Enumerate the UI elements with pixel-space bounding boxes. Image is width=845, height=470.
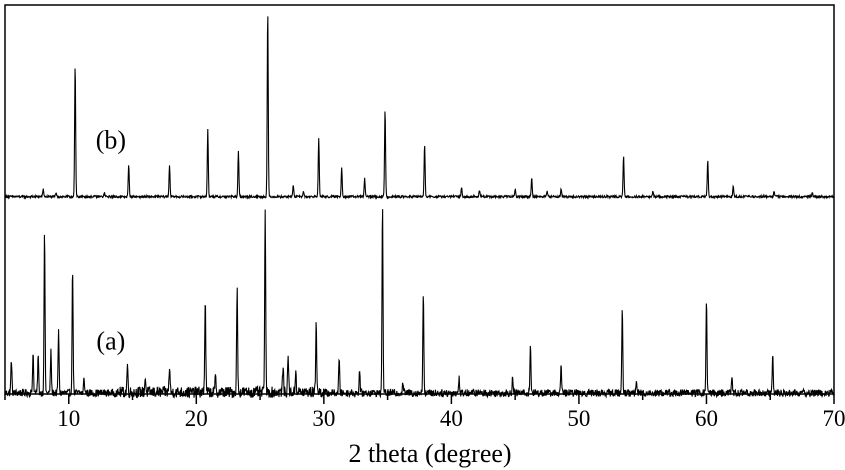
x-tick-label: 70 xyxy=(823,406,845,431)
x-tick-label: 60 xyxy=(695,406,718,431)
x-axis-title: 2 theta (degree) xyxy=(348,439,511,468)
series-label-b: (b) xyxy=(96,126,126,155)
x-tick-label: 20 xyxy=(185,406,208,431)
x-tick-label: 40 xyxy=(440,406,463,431)
series-label-a: (a) xyxy=(96,327,125,356)
series-labels: (a) (b) xyxy=(96,126,126,356)
x-axis-tick-labels: 10 20 30 40 50 60 70 xyxy=(57,406,845,431)
x-tick-label: 30 xyxy=(312,406,335,431)
series-line-b xyxy=(4,16,835,200)
series-layer xyxy=(4,16,835,399)
x-axis-ticks xyxy=(4,394,835,404)
x-tick-label: 50 xyxy=(567,406,590,431)
plot-frame xyxy=(4,4,835,395)
series-line-a xyxy=(4,209,835,399)
x-tick-label: 10 xyxy=(57,406,80,431)
